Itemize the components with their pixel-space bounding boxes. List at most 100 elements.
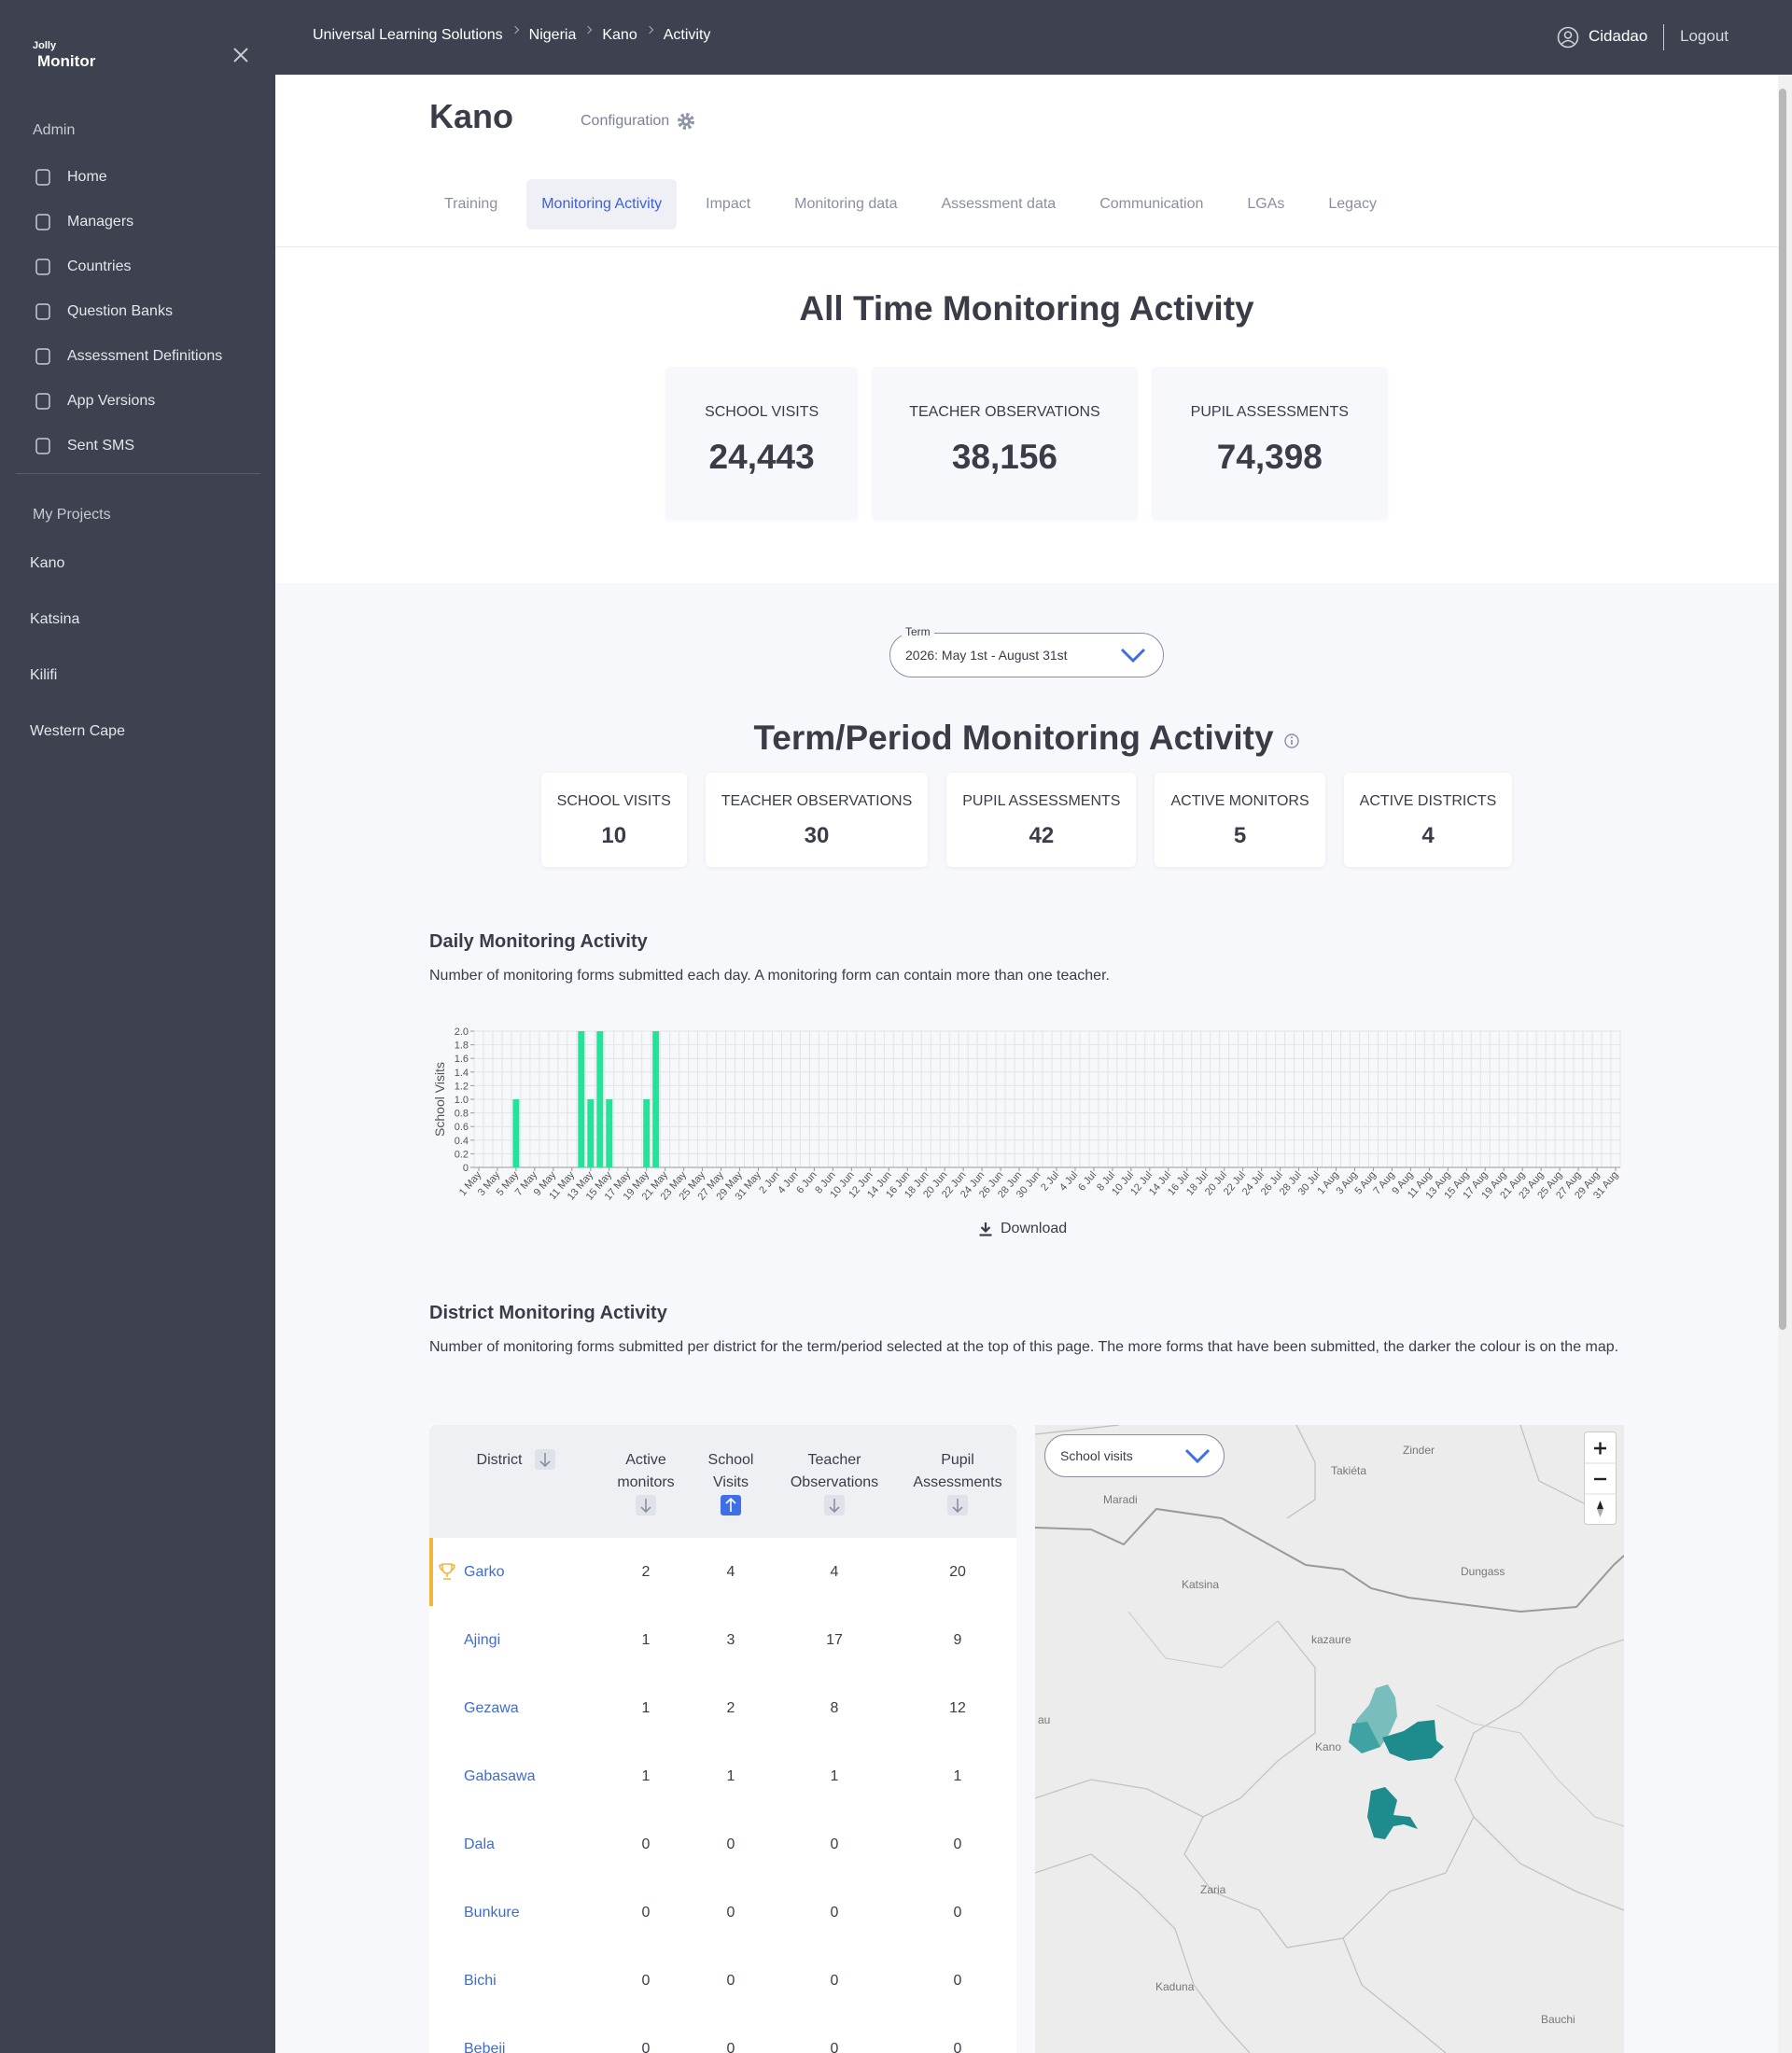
project-link[interactable]: Western Cape [30, 723, 125, 739]
table-cell: 20 [949, 1564, 966, 1580]
sort-button[interactable] [636, 1495, 656, 1515]
icon-shape [35, 169, 50, 186]
breadcrumb-item[interactable]: Activity [663, 27, 711, 43]
term-select[interactable]: Term 2026: May 1st - August 31st [889, 625, 1164, 677]
breadcrumb-item[interactable]: Kano [602, 27, 637, 43]
zoom-icons[interactable] [1585, 1432, 1616, 1524]
sidebar-item[interactable]: Sent SMS [34, 437, 134, 455]
table-cell: 4 [726, 1564, 735, 1580]
map-place-label: Kano [1315, 1740, 1342, 1753]
stat-label: TEACHER OBSERVATIONS [721, 793, 913, 809]
tab[interactable]: Monitoring Activity [526, 179, 678, 230]
table-cell: 3 [726, 1632, 735, 1648]
tab[interactable]: LGAs [1247, 196, 1285, 212]
table-cell: 0 [726, 2041, 735, 2053]
stat-card: SCHOOL VISITS 10 [540, 773, 687, 867]
column-header: District [476, 1452, 523, 1468]
district-link[interactable]: Bichi [464, 1973, 497, 1989]
stat-label: TEACHER OBSERVATIONS [909, 404, 1100, 420]
table-cell: 0 [953, 1837, 962, 1852]
district-link[interactable]: Gabasawa [464, 1768, 536, 1784]
stat-card: ACTIVE MONITORS 5 [1155, 773, 1325, 867]
y-tick-label: 1.8 [455, 1040, 469, 1052]
y-tick-label: 1.6 [455, 1054, 469, 1065]
stat-value: 24,443 [708, 438, 815, 476]
stat-label: ACTIVE DISTRICTS [1359, 793, 1497, 809]
logout[interactable]: Logout [1680, 27, 1729, 45]
district-link[interactable]: Ajingi [464, 1632, 501, 1648]
table-cell: 0 [641, 2041, 651, 2053]
y-tick-label: 2.0 [455, 1026, 469, 1038]
sidebar-item[interactable]: App Versions [34, 392, 155, 411]
icon-shape [35, 303, 50, 320]
table-row: Bunkure 0 0 0 0 [429, 1878, 1016, 1948]
sort-button[interactable] [824, 1495, 845, 1515]
bar [643, 1099, 651, 1167]
breadcrumb-separator [511, 25, 519, 35]
user-icon [1557, 26, 1579, 49]
icon-shape [35, 258, 50, 275]
logo-small: Jolly [33, 40, 57, 51]
table-cell: 0 [953, 2041, 962, 2053]
table-cell: 0 [830, 1905, 839, 1920]
stat-label: ACTIVE MONITORS [1170, 793, 1309, 809]
sort-button[interactable] [947, 1495, 968, 1515]
sort-button[interactable] [721, 1495, 741, 1515]
breadcrumb-item[interactable]: Nigeria [528, 27, 577, 43]
district-map[interactable]: Zinder Takiéta Maradi Katsina Dungass kazaure… [1035, 1425, 1624, 2053]
tab[interactable]: Monitoring data [794, 196, 898, 212]
tab[interactable]: Legacy [1328, 196, 1377, 212]
y-tick-label: 0.8 [455, 1109, 469, 1120]
tab[interactable]: Training [444, 196, 498, 212]
bar [606, 1099, 613, 1167]
table-cell: 12 [949, 1700, 966, 1716]
tab[interactable]: Communication [1099, 196, 1204, 212]
project-link[interactable]: Kano [30, 555, 65, 571]
metric-value: School visits [1060, 1448, 1133, 1463]
district-title: District Monitoring Activity [429, 1303, 667, 1323]
gear-icon [678, 113, 695, 130]
project-link[interactable]: Katsina [30, 611, 80, 627]
info-icon[interactable] [1283, 733, 1300, 749]
arrow-shape [952, 1499, 963, 1514]
sidebar-item[interactable]: Home [34, 168, 107, 187]
projects-label: My Projects [33, 507, 111, 523]
close-button[interactable] [232, 47, 249, 63]
sort-button[interactable] [535, 1449, 555, 1470]
sidebar-item[interactable]: Assessment Definitions [34, 347, 222, 366]
sidebar-item[interactable]: Managers [34, 213, 133, 231]
sort-arrow [539, 1453, 551, 1468]
district-link[interactable]: Gezawa [464, 1700, 519, 1716]
district-link[interactable]: Bunkure [464, 1905, 520, 1920]
tab[interactable]: Assessment data [941, 196, 1057, 212]
table-row: Bebeji 0 0 0 0 [429, 2015, 1016, 2053]
district-link[interactable]: Bebeji [464, 2041, 506, 2053]
leader-bar [429, 1538, 433, 1606]
stat-value: 4 [1421, 823, 1435, 848]
sidebar-item[interactable]: Countries [34, 258, 131, 276]
sidebar-item[interactable]: Question Banks [34, 302, 173, 321]
project-link[interactable]: Kilifi [30, 667, 58, 683]
district-link[interactable]: Garko [464, 1564, 505, 1580]
download-button[interactable]: Download [978, 1221, 1067, 1237]
y-axis-label: School Visits [432, 1062, 447, 1137]
table-cell: 0 [726, 1905, 735, 1920]
tab[interactable]: Impact [706, 196, 751, 212]
column-header: Teacher Observations [790, 1452, 879, 1490]
divider [1663, 24, 1664, 50]
configuration-link[interactable]: Configuration [581, 112, 695, 131]
admin-label: Admin [33, 122, 76, 138]
stat-card: PUPIL ASSESSMENTS 74,398 [1151, 367, 1388, 520]
district-link[interactable]: Dala [464, 1837, 495, 1852]
bar [587, 1099, 595, 1167]
breadcrumb-item[interactable]: Universal Learning Solutions [313, 27, 503, 43]
stat-value: 74,398 [1216, 438, 1323, 476]
user-name[interactable]: Cidadao [1589, 27, 1648, 45]
metric-select[interactable]: School visits [1044, 1434, 1225, 1477]
scrollbar-thumb[interactable] [1779, 89, 1786, 1330]
stat-value: 38,156 [951, 438, 1058, 476]
sidebar-icon [35, 348, 50, 365]
table-row: Bichi 0 0 0 0 [429, 1947, 1016, 2016]
